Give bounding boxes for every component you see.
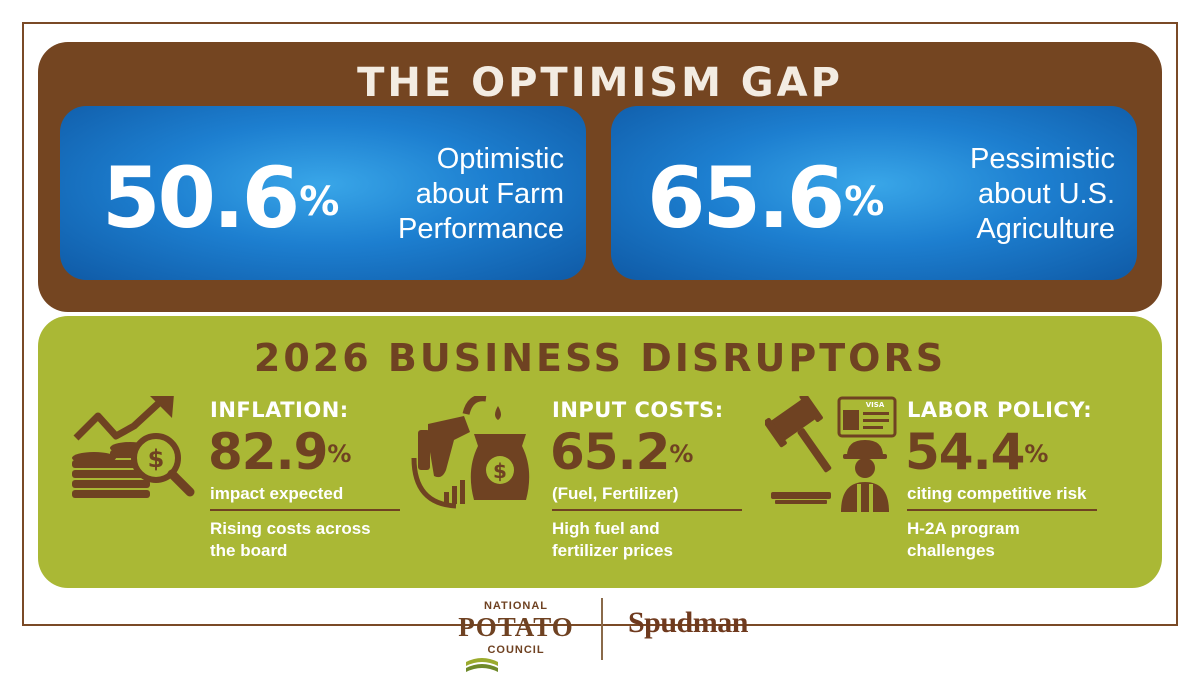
fuel-nozzle-fertilizer-bag-icon: $: [411, 396, 530, 509]
input-costs-note: High fuel and fertilizer prices: [552, 519, 673, 560]
labor-policy-value: 54.4%: [905, 423, 1049, 481]
inflation-label: INFLATION:: [210, 398, 349, 422]
field-rows-icon: [466, 658, 498, 672]
inflation-note: Rising costs across the board: [210, 519, 371, 560]
optimism-gap-title: THE OPTIMISM GAP: [357, 60, 843, 106]
inflation-value: 82.9%: [208, 423, 352, 481]
visa-badge-text: VISA: [866, 401, 885, 409]
inflation-chart-coins-icon: $: [72, 396, 195, 498]
disruptor-inflation: $ INFLATION: 82.9% impact expected Risin…: [68, 396, 418, 576]
pessimistic-value: 65.6%: [647, 149, 885, 247]
business-disruptors-panel: 2026 BUSINESS DISRUPTORS: [38, 316, 1162, 588]
disruptor-labor-policy: VISA LABOR POLICY: 54.4% citing competit…: [765, 396, 1115, 576]
labor-policy-label: LABOR POLICY:: [907, 398, 1093, 422]
svg-text:$: $: [148, 445, 165, 473]
input-costs-label: INPUT COSTS:: [552, 398, 724, 422]
optimism-gap-panel: THE OPTIMISM GAP 50.6% Optimistic about …: [38, 42, 1162, 312]
business-disruptors-title: 2026 BUSINESS DISRUPTORS: [253, 336, 947, 380]
npc-council-text: COUNCIL: [487, 644, 545, 656]
pessimistic-description: Pessimistic about U.S. Agriculture: [969, 143, 1115, 245]
input-costs-value: 65.2%: [550, 423, 694, 481]
pessimistic-stat-card: 65.6% Pessimistic about U.S. Agriculture: [611, 106, 1137, 280]
spudman-logo: Spudman: [628, 606, 748, 639]
input-costs-sub: (Fuel, Fertilizer): [552, 484, 679, 503]
inflation-divider: [210, 509, 400, 511]
disruptor-input-costs: $ INPUT COSTS: 65.2% (Fuel, Fertilizer) …: [410, 396, 760, 576]
inflation-sub: impact expected: [210, 484, 344, 503]
npc-potato-text: POTATO: [458, 612, 574, 642]
optimistic-description: Optimistic about Farm Performance: [397, 143, 564, 245]
optimistic-value: 50.6%: [102, 149, 340, 247]
labor-policy-sub: citing competitive risk: [907, 484, 1087, 503]
gavel-visa-worker-icon: VISA: [765, 396, 897, 512]
national-potato-council-logo: NATIONAL POTATO COUNCIL: [442, 600, 590, 680]
optimistic-stat-card: 50.6% Optimistic about Farm Performance: [60, 106, 586, 280]
npc-national-text: NATIONAL: [483, 600, 548, 612]
labor-policy-divider: [907, 509, 1097, 511]
labor-policy-note: H-2A program challenges: [907, 519, 1020, 560]
input-costs-divider: [552, 509, 742, 511]
footer-divider: [601, 598, 603, 660]
infographic-frame: [22, 22, 1178, 626]
svg-text:$: $: [493, 459, 507, 483]
